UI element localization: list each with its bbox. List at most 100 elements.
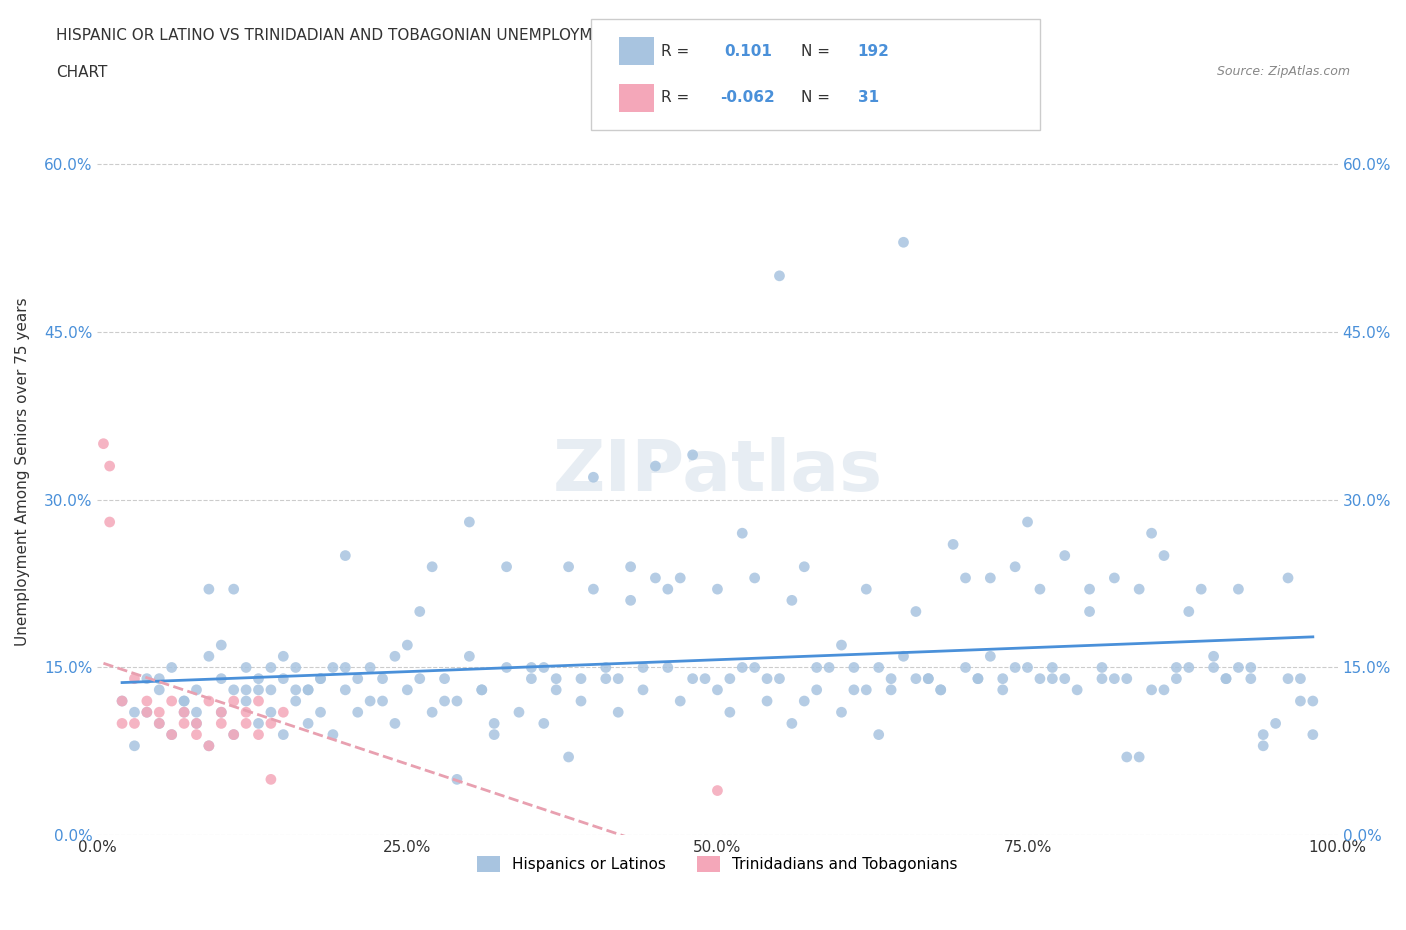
Point [1240, 671, 1263, 686]
Point [557, 750, 579, 764]
Point [644, 458, 666, 473]
Point [271, 727, 294, 742]
Point [1029, 671, 1052, 686]
Point [718, 671, 741, 686]
Point [297, 716, 319, 731]
Point [173, 705, 195, 720]
Point [520, 660, 543, 675]
Point [135, 694, 157, 709]
Point [198, 581, 221, 596]
Point [409, 671, 432, 686]
Point [160, 727, 183, 742]
Point [198, 694, 221, 709]
Point [148, 716, 170, 731]
Point [842, 683, 865, 698]
Point [830, 638, 852, 653]
Point [806, 660, 828, 675]
Point [148, 705, 170, 720]
Point [235, 660, 257, 675]
Point [124, 716, 146, 731]
Point [346, 705, 368, 720]
Point [533, 660, 555, 675]
Point [209, 705, 232, 720]
Point [124, 738, 146, 753]
Point [644, 570, 666, 585]
Point [1153, 548, 1175, 563]
Point [420, 559, 443, 574]
Point [830, 705, 852, 720]
Point [1189, 581, 1212, 596]
Point [731, 660, 754, 675]
Point [731, 525, 754, 540]
Point [1017, 660, 1039, 675]
Point [706, 683, 728, 698]
Point [855, 683, 877, 698]
Point [209, 638, 232, 653]
Point [744, 660, 766, 675]
Point [247, 671, 270, 686]
Point [111, 694, 134, 709]
Point [148, 683, 170, 698]
Point [458, 649, 481, 664]
Point [148, 716, 170, 731]
Point [546, 683, 568, 698]
Text: Source: ZipAtlas.com: Source: ZipAtlas.com [1216, 65, 1350, 78]
Point [1115, 750, 1137, 764]
Point [222, 727, 245, 742]
Point [271, 649, 294, 664]
Point [1017, 514, 1039, 529]
Point [557, 559, 579, 574]
Point [1115, 671, 1137, 686]
Point [744, 570, 766, 585]
Point [186, 716, 208, 731]
Point [384, 649, 406, 664]
Point [520, 671, 543, 686]
Point [160, 660, 183, 675]
Point [706, 581, 728, 596]
Point [1240, 660, 1263, 675]
Point [271, 705, 294, 720]
Point [669, 694, 692, 709]
Point [607, 671, 630, 686]
Point [1227, 660, 1250, 675]
Point [917, 671, 939, 686]
Point [160, 694, 183, 709]
Point [1004, 559, 1026, 574]
Point [235, 683, 257, 698]
Point [297, 683, 319, 698]
Point [1302, 694, 1324, 709]
Point [396, 683, 419, 698]
Point [657, 660, 679, 675]
Point [322, 660, 344, 675]
Point [222, 727, 245, 742]
Point [433, 694, 456, 709]
Point [1277, 570, 1299, 585]
Point [546, 671, 568, 686]
Point [209, 671, 232, 686]
Point [1104, 570, 1126, 585]
Point [1202, 649, 1225, 664]
Point [198, 649, 221, 664]
Point [284, 694, 307, 709]
Point [979, 570, 1001, 585]
Point [260, 772, 283, 787]
Point [620, 559, 643, 574]
Point [371, 694, 394, 709]
Point [620, 593, 643, 608]
Point [780, 716, 803, 731]
Point [1004, 660, 1026, 675]
Point [409, 604, 432, 619]
Point [235, 716, 257, 731]
Point [942, 537, 965, 551]
Point [309, 671, 332, 686]
Point [955, 570, 977, 585]
Text: R =: R = [661, 44, 695, 59]
Point [260, 683, 283, 698]
Point [756, 671, 779, 686]
Point [595, 660, 617, 675]
Point [631, 683, 654, 698]
Point [880, 683, 903, 698]
Point [967, 671, 990, 686]
Point [335, 660, 357, 675]
Text: CHART: CHART [56, 65, 108, 80]
